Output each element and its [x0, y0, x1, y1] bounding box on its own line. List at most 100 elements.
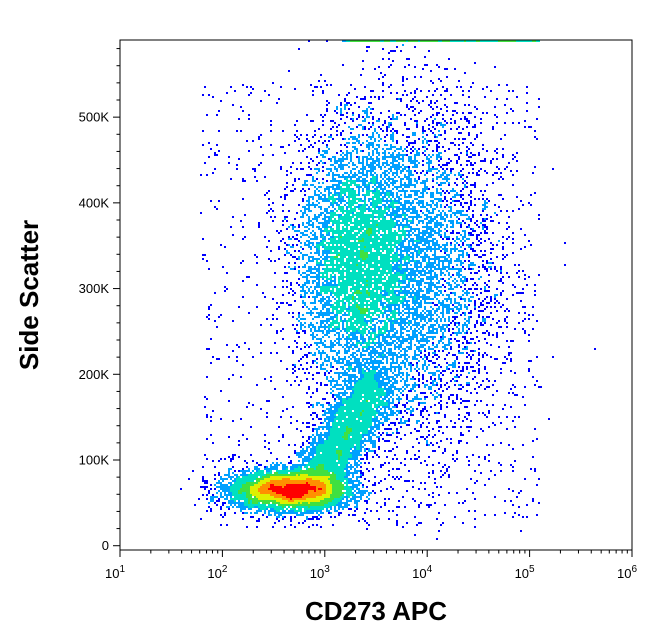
data-point-2781: [378, 232, 380, 234]
data-point-2944: [282, 238, 284, 240]
data-point-1249: [366, 174, 368, 176]
data-point-3466: [424, 252, 426, 254]
data-point-3013: [488, 238, 490, 240]
data-point-3883: [314, 266, 316, 268]
data-point-3056: [402, 240, 404, 242]
data-point-2172: [374, 212, 376, 214]
data-point-3010: [468, 238, 470, 240]
data-point-3060: [412, 240, 414, 242]
data-point-2983: [386, 238, 388, 240]
data-point-1603: [398, 190, 400, 192]
data-point-3921: [420, 266, 422, 268]
data-point-1931: [486, 202, 488, 204]
data-point-1893: [346, 202, 348, 204]
data-point-2743: [432, 230, 434, 232]
data-point-4056: [392, 270, 394, 272]
data-point-3840: [382, 264, 384, 266]
data-point-2017: [392, 206, 394, 208]
data-point-942: [458, 158, 460, 160]
data-point-491: [362, 126, 364, 128]
data-point-4588: [454, 286, 456, 288]
data-point-3251: [368, 246, 370, 248]
data-point-618: [298, 138, 300, 140]
data-point-1052: [396, 164, 398, 166]
data-point-332: [218, 110, 220, 112]
data-point-4099: [332, 272, 334, 274]
data-point-3945: [292, 268, 294, 270]
data-point-3623: [330, 258, 332, 260]
data-point-2992: [410, 238, 412, 240]
data-point-373: [324, 114, 326, 116]
data-point-4051: [380, 270, 382, 272]
data-point-4302: [374, 278, 376, 280]
data-point-1527: [424, 186, 426, 188]
data-point-1187: [484, 170, 486, 172]
data-point-4127: [400, 272, 402, 274]
data-point-1461: [354, 184, 356, 186]
data-point-1444: [474, 182, 476, 184]
data-point-2958: [334, 238, 336, 240]
data-point-1164: [366, 170, 368, 172]
data-point-1917: [412, 202, 414, 204]
data-point-4883: [390, 296, 392, 298]
data-point-138: [422, 68, 424, 70]
data-point-3453: [380, 252, 382, 254]
data-point-3316: [380, 248, 382, 250]
data-point-4894: [414, 296, 416, 298]
data-point-4042: [362, 270, 364, 272]
data-point-2350: [364, 218, 366, 220]
data-point-3754: [320, 262, 322, 264]
data-point-4929: [362, 298, 364, 300]
data-point-4544: [334, 286, 336, 288]
data-point-2448: [306, 222, 308, 224]
data-point-4965: [468, 298, 470, 300]
data-point-4072: [430, 270, 432, 272]
data-point-4939: [390, 298, 392, 300]
data-point-3619: [318, 258, 320, 260]
data-point-26: [390, 40, 392, 42]
data-point-3165: [346, 244, 348, 246]
data-point-2274: [326, 216, 328, 218]
data-point-3981: [390, 268, 392, 270]
data-point-547: [430, 130, 432, 132]
data-point-3353: [490, 248, 492, 250]
data-point-111: [394, 50, 396, 52]
data-point-4946: [412, 298, 414, 300]
data-point-4791: [304, 294, 306, 296]
data-point-1381: [370, 180, 372, 182]
data-point-2711: [346, 230, 348, 232]
data-point-55: [448, 40, 450, 42]
data-point-1703: [388, 194, 390, 196]
data-point-2189: [422, 212, 424, 214]
data-point-1540: [328, 188, 330, 190]
data-point-818: [416, 152, 418, 154]
data-point-931: [398, 158, 400, 160]
data-point-4204: [444, 274, 446, 276]
data-point-4656: [312, 290, 314, 292]
data-point-537: [336, 130, 338, 132]
data-point-43: [424, 40, 426, 42]
data-point-4640: [452, 288, 454, 290]
data-point-2349: [362, 218, 364, 220]
data-point-4485: [348, 284, 350, 286]
data-point-1680: [328, 194, 330, 196]
data-point-1528: [426, 186, 428, 188]
data-point-3519: [408, 254, 410, 256]
data-point-2060: [366, 208, 368, 210]
data-point-2072: [400, 208, 402, 210]
data-point-1702: [386, 194, 388, 196]
data-point-4252: [392, 276, 394, 278]
data-point-1340: [408, 178, 410, 180]
data-point-2233: [390, 214, 392, 216]
data-point-2941: [508, 236, 510, 238]
data-point-4624: [384, 288, 386, 290]
data-point-3276: [438, 246, 440, 248]
data-point-236: [402, 94, 404, 96]
data-point-2379: [486, 218, 488, 220]
data-point-2423: [406, 220, 408, 222]
data-point-1175: [408, 170, 410, 172]
data-point-1418: [372, 182, 374, 184]
data-point-4271: [480, 276, 482, 278]
data-point-1049: [388, 164, 390, 166]
data-point-1938: [310, 204, 312, 206]
